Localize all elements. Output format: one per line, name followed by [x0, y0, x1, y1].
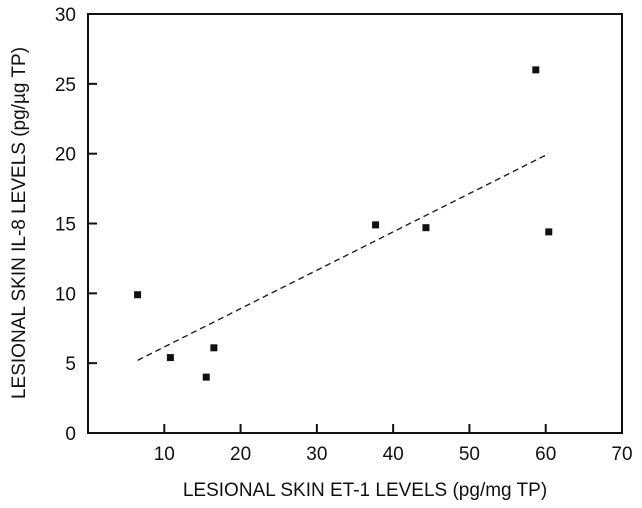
y-tick-label: 25 [55, 75, 76, 96]
x-tick-label: 20 [230, 444, 251, 465]
x-axis-ticks [163, 424, 623, 433]
y-tick-label: 0 [65, 424, 76, 445]
y-tick-label: 20 [55, 145, 76, 166]
trend-line [137, 153, 550, 361]
plot-frame [87, 13, 623, 434]
data-points [134, 66, 553, 381]
x-tick-label: 50 [459, 444, 480, 465]
y-tick-label: 10 [55, 284, 76, 305]
x-tick-label: 10 [154, 444, 175, 465]
y-axis-ticks [88, 13, 97, 434]
x-tick-label: 40 [383, 444, 404, 465]
data-point [210, 344, 218, 352]
data-point [532, 66, 540, 74]
x-tick-label: 30 [306, 444, 327, 465]
y-tick-label: 15 [55, 215, 76, 236]
y-axis-tick-labels: 0 5 10 15 20 25 30 [55, 5, 76, 445]
x-axis-tick-labels: 10 20 30 40 50 60 70 [154, 444, 633, 465]
x-tick-label: 60 [535, 444, 556, 465]
y-tick-label: 5 [65, 354, 76, 375]
data-point [545, 228, 553, 236]
y-axis-title: LESIONAL SKIN IL-8 LEVELS (pg/µg TP) [9, 47, 30, 399]
data-point [372, 221, 380, 229]
y-tick-label: 30 [55, 5, 76, 26]
x-tick-label: 70 [611, 444, 632, 465]
data-point [202, 373, 210, 381]
data-point [422, 224, 430, 232]
data-point [166, 354, 174, 362]
data-point [134, 291, 142, 299]
x-axis-title: LESIONAL SKIN ET-1 LEVELS (pg/mg TP) [183, 480, 547, 501]
